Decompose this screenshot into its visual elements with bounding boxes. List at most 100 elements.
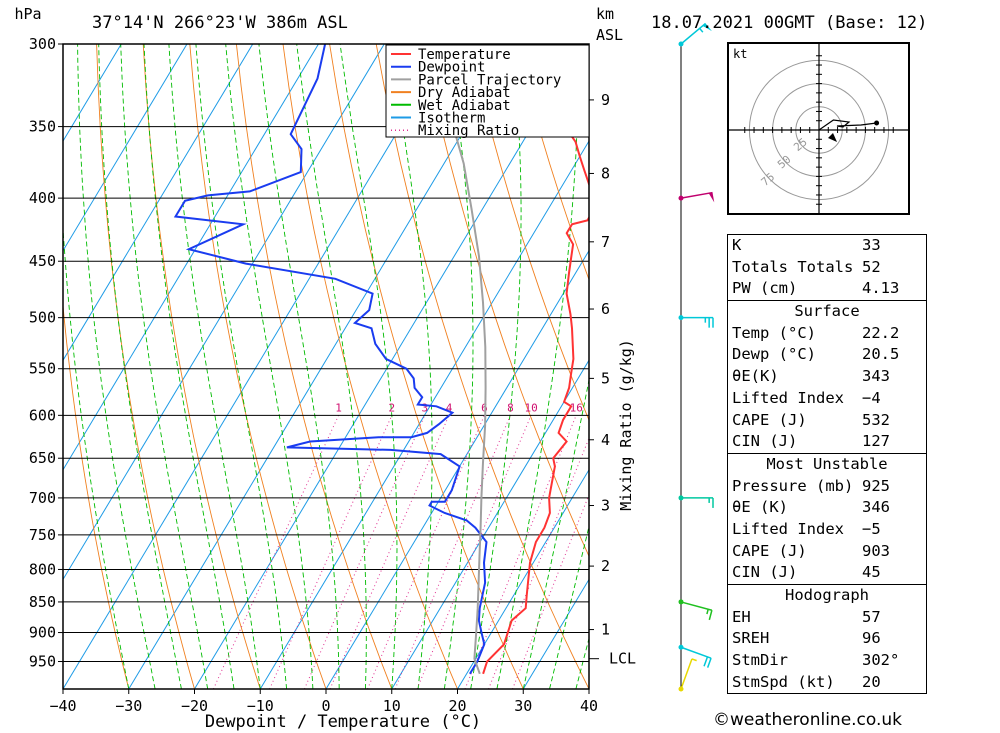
isotherm-line bbox=[457, 468, 589, 689]
stats-label: CAPE (J) bbox=[732, 541, 807, 560]
x-tick-label: −10 bbox=[247, 697, 274, 715]
stats-row: PW (cm) 4.13 bbox=[728, 278, 926, 300]
pressure-tick-label: 500 bbox=[29, 309, 56, 327]
pressure-tick-label: 900 bbox=[29, 624, 56, 642]
pressure-tick-label: 350 bbox=[29, 118, 56, 136]
wet-adiabat-line bbox=[63, 221, 130, 689]
wet-adiabat-line bbox=[168, 44, 261, 689]
dry-adiabat-line bbox=[282, 44, 458, 689]
location-title: 37°14'N 266°23'W 386m ASL bbox=[92, 13, 348, 33]
mixing-ratio-label: 2 bbox=[389, 401, 396, 414]
stats-row: Totals Totals 52 bbox=[728, 257, 926, 279]
mixing-ratio-label: 16 bbox=[570, 401, 583, 414]
mixing-ratio-line bbox=[269, 415, 393, 689]
mixing-ratio-line bbox=[394, 415, 511, 689]
stats-value: −4 bbox=[862, 388, 881, 407]
plot-axes: 3003504004505005506006507007508008509009… bbox=[29, 35, 636, 715]
stats-row: Temp (°C) 22.2 bbox=[728, 323, 926, 345]
stats-label: StmSpd (kt) bbox=[732, 672, 835, 691]
x-tick-label: 10 bbox=[383, 697, 401, 715]
lcl-label: LCL bbox=[609, 650, 636, 668]
stats-label: CIN (J) bbox=[732, 432, 798, 451]
dry-adiabat-line bbox=[235, 44, 393, 689]
pressure-tick-label: 700 bbox=[29, 489, 56, 507]
stats-label: CAPE (J) bbox=[732, 410, 807, 429]
stats-label: K bbox=[732, 236, 742, 254]
x-tick-label: 0 bbox=[321, 697, 330, 715]
stats-value: 925 bbox=[862, 476, 890, 495]
plot-profiles bbox=[173, 44, 589, 675]
stats-label: Lifted Index bbox=[732, 388, 844, 407]
stats-label: PW (cm) bbox=[732, 279, 798, 298]
wind-barb-half-feather bbox=[691, 658, 697, 662]
stats-label: Totals Totals bbox=[732, 257, 854, 276]
stats-label: θE (K) bbox=[732, 498, 788, 517]
isotherm-line bbox=[63, 44, 122, 143]
mixing-ratio-line bbox=[212, 415, 340, 689]
stats-value: 45 bbox=[862, 563, 881, 582]
dry-adiabat-line bbox=[63, 301, 130, 689]
height-tick-label: 5 bbox=[601, 369, 610, 387]
stats-label: CIN (J) bbox=[732, 563, 798, 582]
mixing-ratio-line bbox=[512, 493, 589, 689]
hodograph-panel: kt 25 50 75 bbox=[727, 42, 910, 215]
stats-row: Lifted Index −5 bbox=[728, 519, 926, 541]
wind-barb-half-feather bbox=[706, 609, 709, 615]
isotherm-line bbox=[63, 44, 188, 252]
isotherm-line bbox=[128, 44, 517, 689]
stats-value: 532 bbox=[862, 410, 890, 429]
height-tick-label: 6 bbox=[601, 300, 610, 318]
stats-label: Lifted Index bbox=[732, 519, 844, 538]
stats-label: Temp (°C) bbox=[732, 323, 816, 342]
stats-value: 57 bbox=[862, 607, 881, 626]
hodograph-title: Hodograph bbox=[785, 586, 869, 604]
stats-label: θE(K) bbox=[732, 367, 779, 386]
isotherm-line bbox=[522, 578, 589, 689]
isotherm-line bbox=[259, 140, 589, 689]
x-tick-label: 30 bbox=[514, 697, 532, 715]
temperature-line bbox=[482, 44, 589, 675]
wet-adiabat-line bbox=[143, 44, 235, 689]
stats-value: 96 bbox=[862, 629, 881, 648]
stats-row: θE (K) 346 bbox=[728, 497, 926, 519]
wind-barb-feather bbox=[708, 610, 713, 621]
pressure-tick-label: 450 bbox=[29, 252, 56, 270]
stats-value: 20 bbox=[862, 672, 881, 691]
mixing-ratio-label: 4 bbox=[446, 401, 453, 414]
stats-value: 903 bbox=[862, 541, 890, 560]
wet-adiabat-line bbox=[443, 44, 474, 689]
storm-motion-arrow bbox=[828, 133, 837, 142]
legend-label: Wet Adiabat bbox=[418, 98, 511, 114]
pressure-tick-label: 800 bbox=[29, 560, 56, 578]
surface-table: Surface Temp (°C) 22.2 Dewp (°C) 20.5 θE(K) 3… bbox=[727, 300, 927, 453]
stats-label: EH bbox=[732, 607, 751, 626]
x-tick-label: 20 bbox=[448, 697, 466, 715]
stats-value: −5 bbox=[862, 519, 881, 538]
stats-row: CIN (J) 45 bbox=[728, 562, 926, 584]
plot-background: 1 2 3 4 6 8 10 16 20 25 bbox=[63, 44, 1000, 689]
hodograph-ring-label: 50 bbox=[775, 153, 794, 171]
mixing-ratio-line bbox=[367, 415, 485, 689]
isotherm-line bbox=[391, 359, 589, 689]
isotherm-line bbox=[63, 44, 254, 362]
stats-value: 22.2 bbox=[862, 323, 900, 342]
legend-box bbox=[385, 44, 590, 138]
hodograph-trace bbox=[818, 119, 877, 131]
pressure-tick-label: 850 bbox=[29, 593, 56, 611]
credit-link[interactable]: ©weatheronline.co.uk bbox=[713, 710, 903, 730]
stats-value: 302° bbox=[862, 651, 900, 670]
dry-adiabat-line bbox=[935, 44, 1000, 689]
isotherm-line bbox=[63, 44, 385, 581]
stats-value: 346 bbox=[862, 498, 890, 517]
wind-barb-flag bbox=[702, 23, 712, 32]
wind-barb-feather bbox=[703, 656, 709, 667]
wind-barb-shaft bbox=[680, 191, 713, 199]
pressure-tick-label: 550 bbox=[29, 360, 56, 378]
legend-label: Dewpoint bbox=[418, 60, 485, 76]
stats-row: Dewp (°C) 20.5 bbox=[728, 344, 926, 366]
stats-label: SREH bbox=[732, 629, 770, 648]
stats-value: 20.5 bbox=[862, 345, 900, 364]
x-tick-label: −30 bbox=[115, 697, 142, 715]
